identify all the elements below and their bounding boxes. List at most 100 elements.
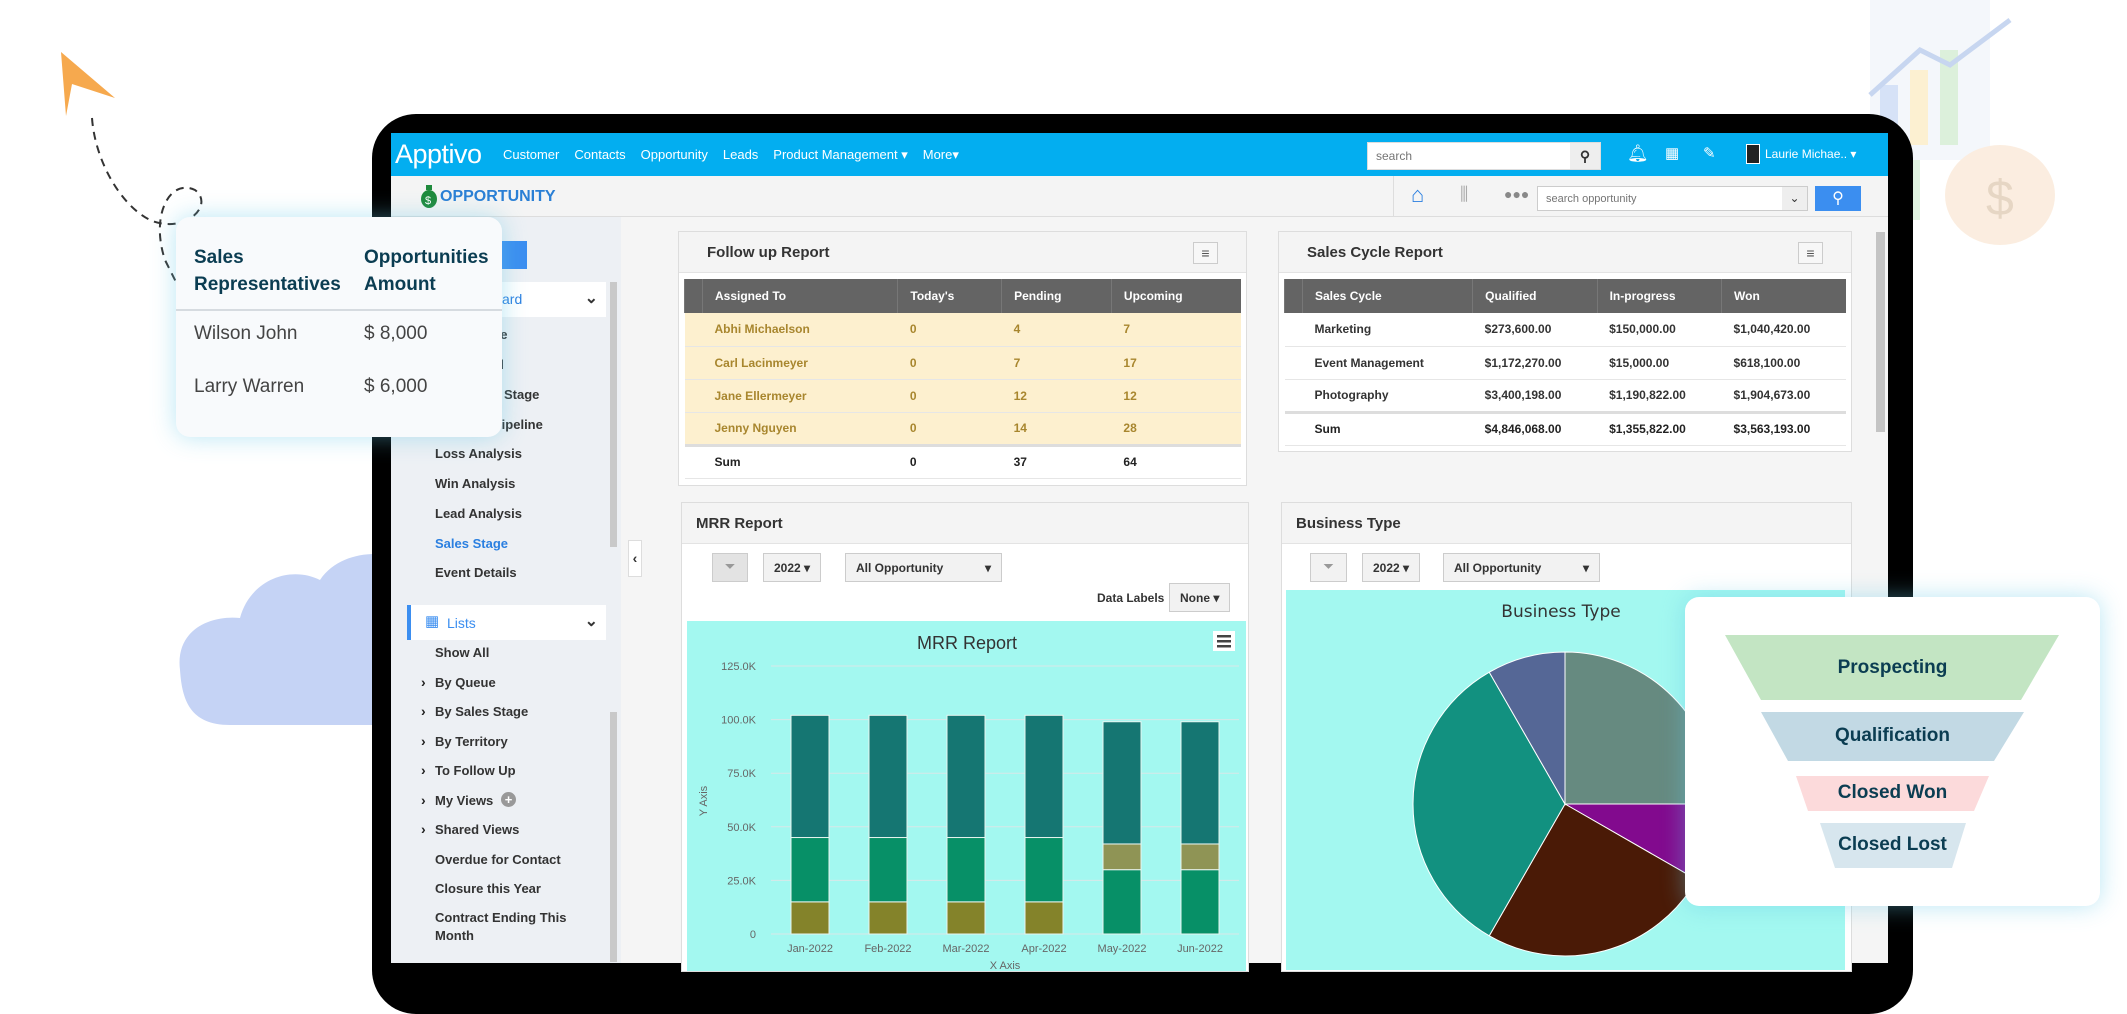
edit-icon[interactable]: ✎: [1703, 145, 1716, 162]
sidebar-item[interactable]: Pipeline: [493, 417, 543, 432]
filter-icon[interactable]: ⏷: [712, 553, 748, 582]
apptivo-logo[interactable]: Apptivo: [395, 139, 482, 169]
global-search-input[interactable]: [1368, 143, 1570, 169]
bar-chart-icon[interactable]: ⫼: [1460, 184, 1469, 204]
sidebar-list-item[interactable]: Show All: [435, 645, 490, 660]
x-tick-label: May-2022: [1098, 943, 1147, 955]
paper-plane-decoration: [61, 52, 203, 283]
menu-icon[interactable]: ≡: [1193, 242, 1218, 264]
sidebar-list-item[interactable]: My Views: [435, 792, 494, 808]
more-dots-icon[interactable]: ●●●: [1504, 186, 1530, 202]
nav-customer[interactable]: Customer: [503, 147, 560, 162]
table-cell: Sum: [702, 443, 898, 479]
funnel-stage-closed-lost: [1820, 823, 1966, 868]
user-menu[interactable]: Laurie Michae.. ▾: [1765, 147, 1857, 161]
sidebar-list-item[interactable]: By Territory: [435, 733, 508, 749]
chevron-right-icon[interactable]: ›: [421, 821, 426, 837]
home-icon[interactable]: ⌂: [1411, 182, 1425, 207]
year-dropdown[interactable]: 2022 ▾: [763, 553, 822, 582]
nav-contacts[interactable]: Contacts: [574, 147, 626, 162]
column-header: Won: [1721, 279, 1846, 313]
sales-cycle-table: Sales Cycle Qualified In-progress Won Marke…: [1284, 279, 1846, 446]
column-header: Qualified: [1472, 279, 1598, 313]
chevron-right-icon[interactable]: ›: [421, 732, 426, 749]
nav-product-management[interactable]: Product Management ▾: [773, 147, 908, 162]
year-dropdown[interactable]: 2022 ▾: [1362, 553, 1421, 582]
mrr-report-panel: MRR Report ⏷ 2022 ▾ All Opportunity ▾ Dat…: [681, 502, 1249, 972]
data-labels-dropdown[interactable]: None ▾: [1169, 583, 1231, 612]
chevron-right-icon[interactable]: ›: [421, 673, 426, 690]
sidebar-item-sales-stage[interactable]: Sales Stage: [435, 536, 508, 551]
sidebar-item-loss-analysis[interactable]: Loss Analysis: [435, 446, 522, 461]
follow-up-table: Assigned To Today's Pending Upcoming Abhi M…: [684, 279, 1241, 479]
bar-segment: [868, 901, 908, 935]
sidebar-list-item[interactable]: To Follow Up: [435, 763, 516, 778]
x-tick-label: Feb-2022: [864, 943, 911, 955]
y-tick-label: 100.0K: [721, 715, 757, 727]
x-tick-label: Jan-2022: [787, 943, 833, 955]
table-cell: $3,400,198.00: [1472, 379, 1598, 413]
add-view-icon[interactable]: +: [501, 791, 516, 807]
caret-down-icon: ▾: [1582, 561, 1589, 575]
sidebar-item-event-details[interactable]: Event Details: [435, 565, 517, 580]
table-cell: $1,172,270.00: [1472, 346, 1598, 380]
sidebar-item-win-analysis[interactable]: Win Analysis: [435, 476, 516, 491]
chart-menu-icon-line: [1217, 645, 1231, 648]
table-cell: 0: [897, 443, 1002, 479]
bar-segment: [868, 714, 908, 839]
nav-opportunity[interactable]: Opportunity: [640, 147, 708, 162]
content-scrollbar[interactable]: [1876, 232, 1885, 432]
opportunity-filter-dropdown[interactable]: All Opportunity ▾: [845, 553, 1002, 582]
table-row: Abhi Michaelson 0 4 7: [684, 313, 1241, 347]
table-cell: Jenny Nguyen: [702, 412, 898, 446]
sidebar-scrollbar[interactable]: [610, 282, 617, 547]
bell-icon[interactable]: 🔔︎: [1627, 144, 1649, 163]
table-cell: $1,040,420.00: [1721, 313, 1846, 347]
sidebar-section-lists[interactable]: ▦ Lists ⌄: [407, 605, 606, 640]
sidebar-item-lead-analysis[interactable]: Lead Analysis: [435, 506, 522, 521]
sidebar-list-item[interactable]: Closure this Year: [435, 881, 541, 896]
table-row: Carl Lacinmeyer 0 7 17: [684, 346, 1241, 380]
opportunity-search-button[interactable]: ⚲: [1815, 186, 1861, 211]
bar-segment: [790, 901, 830, 935]
sidebar-list-item[interactable]: By Sales Stage: [435, 704, 529, 719]
table-cell: 28: [1111, 412, 1241, 446]
filter-icon[interactable]: ⏷: [1310, 553, 1347, 582]
y-tick-label: 50.0K: [727, 822, 756, 834]
follow-up-report-panel: Follow up Report ≡ Assigned To Today's Pend…: [678, 231, 1247, 486]
x-axis-label: X Axis: [990, 960, 1021, 971]
sidebar-scrollbar-lower[interactable]: [610, 712, 617, 962]
nav-leads[interactable]: Leads: [722, 147, 759, 162]
bar-segment: [1102, 843, 1142, 871]
y-tick-label: 0: [750, 929, 756, 941]
table-cell: 14: [1001, 412, 1112, 446]
sidebar-list-item[interactable]: By Queue: [435, 674, 496, 690]
bar-segment: [1180, 843, 1220, 871]
sidebar-list-item[interactable]: Contract Ending This Month: [435, 909, 567, 943]
menu-icon[interactable]: ≡: [1798, 242, 1823, 264]
dropdown-value: All Opportunity: [856, 561, 944, 575]
avatar[interactable]: [1746, 144, 1760, 164]
chevron-down-icon: ⌄: [584, 290, 598, 307]
opportunity-search-input[interactable]: [1538, 187, 1778, 210]
chevron-right-icon[interactable]: ›: [421, 762, 426, 778]
sidebar-list-item[interactable]: Shared Views: [435, 822, 520, 837]
table-cell: Carl Lacinmeyer: [702, 346, 898, 380]
chevron-right-icon[interactable]: ›: [421, 703, 426, 719]
chevron-right-icon[interactable]: ›: [421, 791, 426, 808]
sidebar-list-item[interactable]: Overdue for Contact: [435, 851, 561, 867]
chart-menu-icon-line: [1217, 640, 1231, 643]
column-header: Assigned To: [701, 279, 898, 313]
store-icon[interactable]: ▦: [1665, 145, 1680, 162]
bar-segment: [1024, 837, 1064, 903]
top-navigation: Apptivo Customer Contacts Opportunity Le…: [391, 133, 1888, 176]
opportunity-filter-dropdown[interactable]: All Opportunity ▾: [1443, 553, 1600, 582]
panel-title: Follow up Report: [707, 244, 830, 261]
collapse-sidebar-button[interactable]: ‹: [628, 540, 642, 577]
table-cell: $3,563,193.00: [1721, 410, 1846, 446]
search-icon[interactable]: ⚲: [1570, 143, 1600, 169]
sidebar-item[interactable]: Stage: [504, 387, 540, 402]
chevron-down-icon[interactable]: ⌄: [1782, 187, 1807, 210]
bar-segment: [946, 837, 986, 903]
nav-more[interactable]: More▾: [922, 147, 959, 162]
